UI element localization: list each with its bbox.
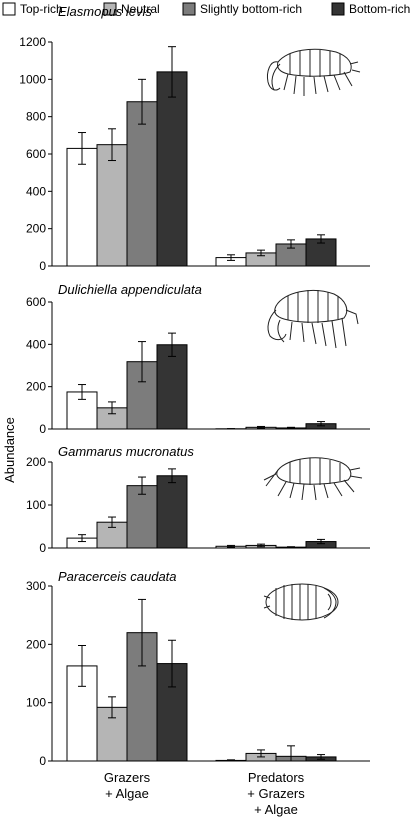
y-tick-label: 400 (26, 337, 46, 351)
legend-entry: Slightly bottom-rich (182, 2, 302, 16)
bar (66, 147, 98, 267)
bar (156, 475, 188, 549)
panel-title: Paracerceis caudata (58, 569, 177, 584)
legend: Top-rich Neutral Slightly bottom-rich Botto… (2, 2, 410, 16)
legend-swatch (182, 2, 196, 16)
y-tick-label: 400 (26, 184, 46, 198)
legend-label: Top-rich (20, 2, 63, 16)
amphipod-dulichiella-illustration (267, 289, 359, 349)
y-tick-label: 600 (26, 147, 46, 161)
x-category-label-line: + Algae (105, 786, 149, 801)
panel-title: Dulichiella appendiculata (58, 282, 202, 297)
y-tick-label: 200 (26, 637, 46, 651)
bar (96, 144, 128, 267)
legend-swatch (331, 2, 345, 16)
legend-label: Slightly bottom-rich (200, 2, 302, 16)
y-tick-label: 100 (26, 498, 46, 512)
illustrations (263, 48, 363, 621)
y-tick-label: 0 (39, 259, 46, 273)
legend-entry: Bottom-rich (331, 2, 410, 16)
panel: Dulichiella appendiculata 0 200 400 600 (26, 282, 370, 436)
bar (96, 521, 128, 549)
legend-entry: Top-rich (2, 2, 63, 16)
amphipod-elasmopus-illustration (267, 48, 361, 96)
x-category-label-line: Grazers (104, 770, 151, 785)
x-category-label: Predators + Grazers + Algae (247, 770, 305, 817)
y-tick-label: 200 (26, 380, 46, 394)
x-category-label: Grazers + Algae (104, 770, 151, 801)
legend-entry: Neutral (103, 2, 160, 16)
panel: Elasmopus levis 0 200 400 600 800 1000 1200 (19, 4, 370, 273)
panels: Elasmopus levis020040060080010001200Duli… (2, 4, 370, 817)
bar (156, 71, 188, 267)
y-tick-label: 0 (39, 541, 46, 555)
amphipod-gammarus-illustration (263, 457, 363, 501)
y-tick-label: 1000 (19, 72, 46, 86)
y-tick-label: 100 (26, 696, 46, 710)
legend-label: Neutral (121, 2, 160, 16)
y-tick-label: 200 (26, 222, 46, 236)
y-tick-label: 800 (26, 110, 46, 124)
y-tick-label: 200 (26, 455, 46, 469)
y-tick-label: 1200 (19, 35, 46, 49)
panel-title: Elasmopus levis (58, 4, 152, 19)
bar (156, 344, 188, 430)
x-category-label-line: Predators (248, 770, 305, 785)
bar (126, 101, 158, 267)
isopod-paracerceis-illustration (263, 583, 339, 621)
legend-swatch (2, 2, 16, 16)
x-category-label-line: + Algae (254, 802, 298, 817)
y-tick-label: 600 (26, 295, 46, 309)
y-tick-label: 0 (39, 754, 46, 768)
panel: Paracerceis caudata 0 100 200 300 (26, 569, 370, 768)
y-axis-label: Abundance (2, 417, 17, 483)
panel-title: Gammarus mucronatus (58, 444, 194, 459)
x-category-label-line: + Grazers (247, 786, 305, 801)
y-tick-label: 300 (26, 579, 46, 593)
legend-swatch (103, 2, 117, 16)
bar (126, 485, 158, 549)
panel: Gammarus mucronatus 0 100 200 (26, 444, 370, 555)
legend-label: Bottom-rich (349, 2, 410, 16)
y-tick-label: 0 (39, 422, 46, 436)
